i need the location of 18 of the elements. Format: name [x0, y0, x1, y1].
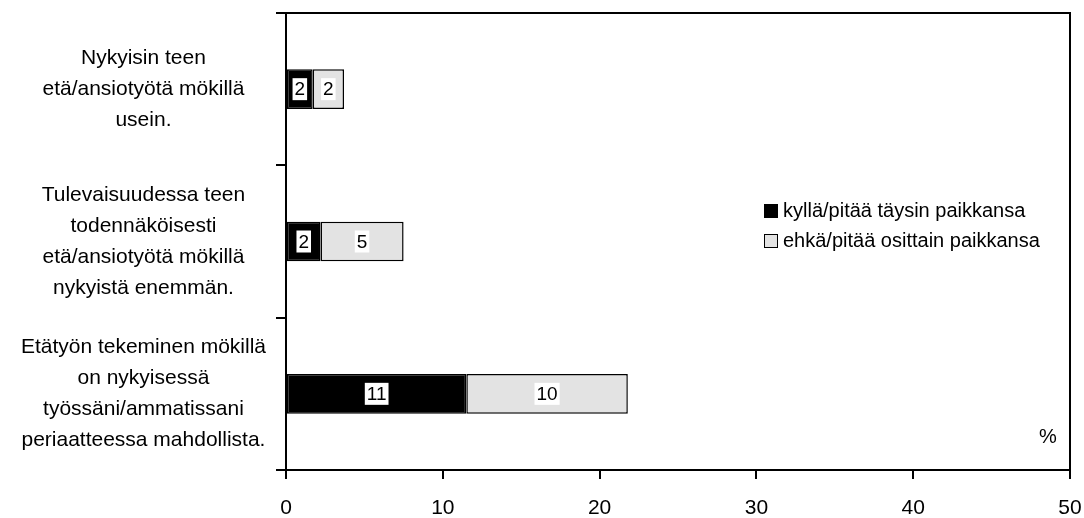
- x-tick-label: 50: [1058, 495, 1082, 518]
- x-tick-label: 30: [744, 495, 769, 518]
- y-tick-label: Etätyön tekeminen mökillä on nykyisessä työssäni/ammatissani periaatteessa mahdollista.: [20, 334, 267, 451]
- x-tick-label: 20: [587, 495, 612, 518]
- data-label: 11: [366, 383, 387, 405]
- data-label: 10: [536, 383, 558, 405]
- x-tick-label: 40: [901, 495, 925, 518]
- y-tick-label: Tulevaisuudessa teen todennäköisesti etä/ansiotyötä mökillä nykyistä enemmän.: [41, 181, 246, 298]
- x-tick-label: 10: [431, 495, 455, 518]
- data-label: 2: [298, 230, 310, 252]
- data-label: 2: [294, 78, 306, 100]
- y-tick-label: Nykyisin teen etä/ansiotyötä mökillä usein.: [42, 44, 245, 131]
- data-label: 5: [356, 230, 368, 252]
- x-tick-label: 0: [280, 495, 292, 518]
- legend-label: kyllä/pitää täysin paikkansa: [783, 199, 1026, 222]
- legend-label: ehkä/pitää osittain paikkansa: [783, 229, 1040, 252]
- data-label: 2: [323, 78, 334, 100]
- x-axis-title: %: [1039, 424, 1058, 447]
